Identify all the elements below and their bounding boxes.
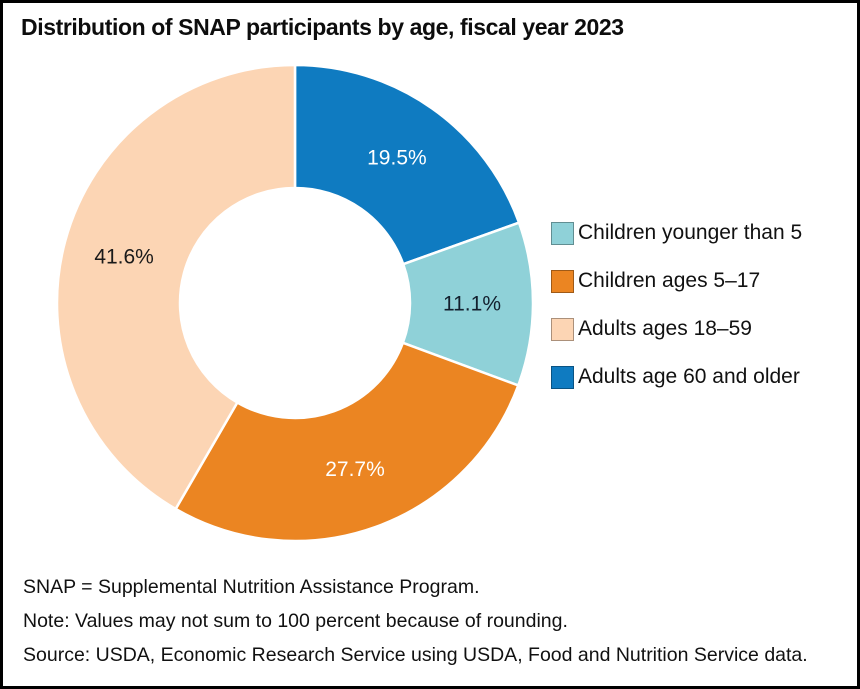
donut-slice-children-5-17 bbox=[173, 341, 520, 543]
donut-chart-svg: 19.5% 11.1% 27.7% 41.6% bbox=[55, 63, 535, 543]
slice-label-adults-60-older: 19.5% bbox=[367, 147, 427, 170]
slice-label-children-5-17: 27.7% bbox=[325, 458, 385, 481]
donut-slice-adults-60-older bbox=[293, 63, 521, 266]
chart-title: Distribution of SNAP participants by age… bbox=[21, 14, 624, 40]
donut-slice-adults-18-59 bbox=[55, 63, 297, 511]
legend-item-adults-60-older: Adults age 60 and older bbox=[551, 365, 802, 389]
legend-label: Children younger than 5 bbox=[578, 221, 803, 244]
legend-swatch-children-5-17 bbox=[551, 269, 574, 293]
footnote-note: Note: Values may not sum to 100 percent … bbox=[23, 610, 568, 632]
legend-label: Adults ages 18–59 bbox=[578, 317, 752, 340]
legend-swatch-adults-18-59 bbox=[551, 317, 574, 341]
legend-label: Adults age 60 and older bbox=[578, 365, 800, 388]
chart-legend: Children younger than 5 Children ages 5–… bbox=[551, 221, 802, 413]
legend-item-children-under-5: Children younger than 5 bbox=[551, 221, 802, 245]
legend-item-children-5-17: Children ages 5–17 bbox=[551, 269, 802, 293]
slice-label-children-under-5: 11.1% bbox=[443, 292, 501, 315]
legend-label: Children ages 5–17 bbox=[578, 269, 761, 292]
chart-footnotes: SNAP = Supplemental Nutrition Assistance… bbox=[23, 570, 808, 672]
footnote-source: Source: USDA, Economic Research Service … bbox=[23, 644, 808, 666]
footnote-definition: SNAP = Supplemental Nutrition Assistance… bbox=[23, 576, 480, 598]
legend-item-adults-18-59: Adults ages 18–59 bbox=[551, 317, 802, 341]
legend-swatch-adults-60-older bbox=[551, 365, 574, 389]
legend-swatch-children-under-5 bbox=[551, 221, 574, 245]
slice-label-adults-18-59: 41.6% bbox=[94, 246, 154, 269]
